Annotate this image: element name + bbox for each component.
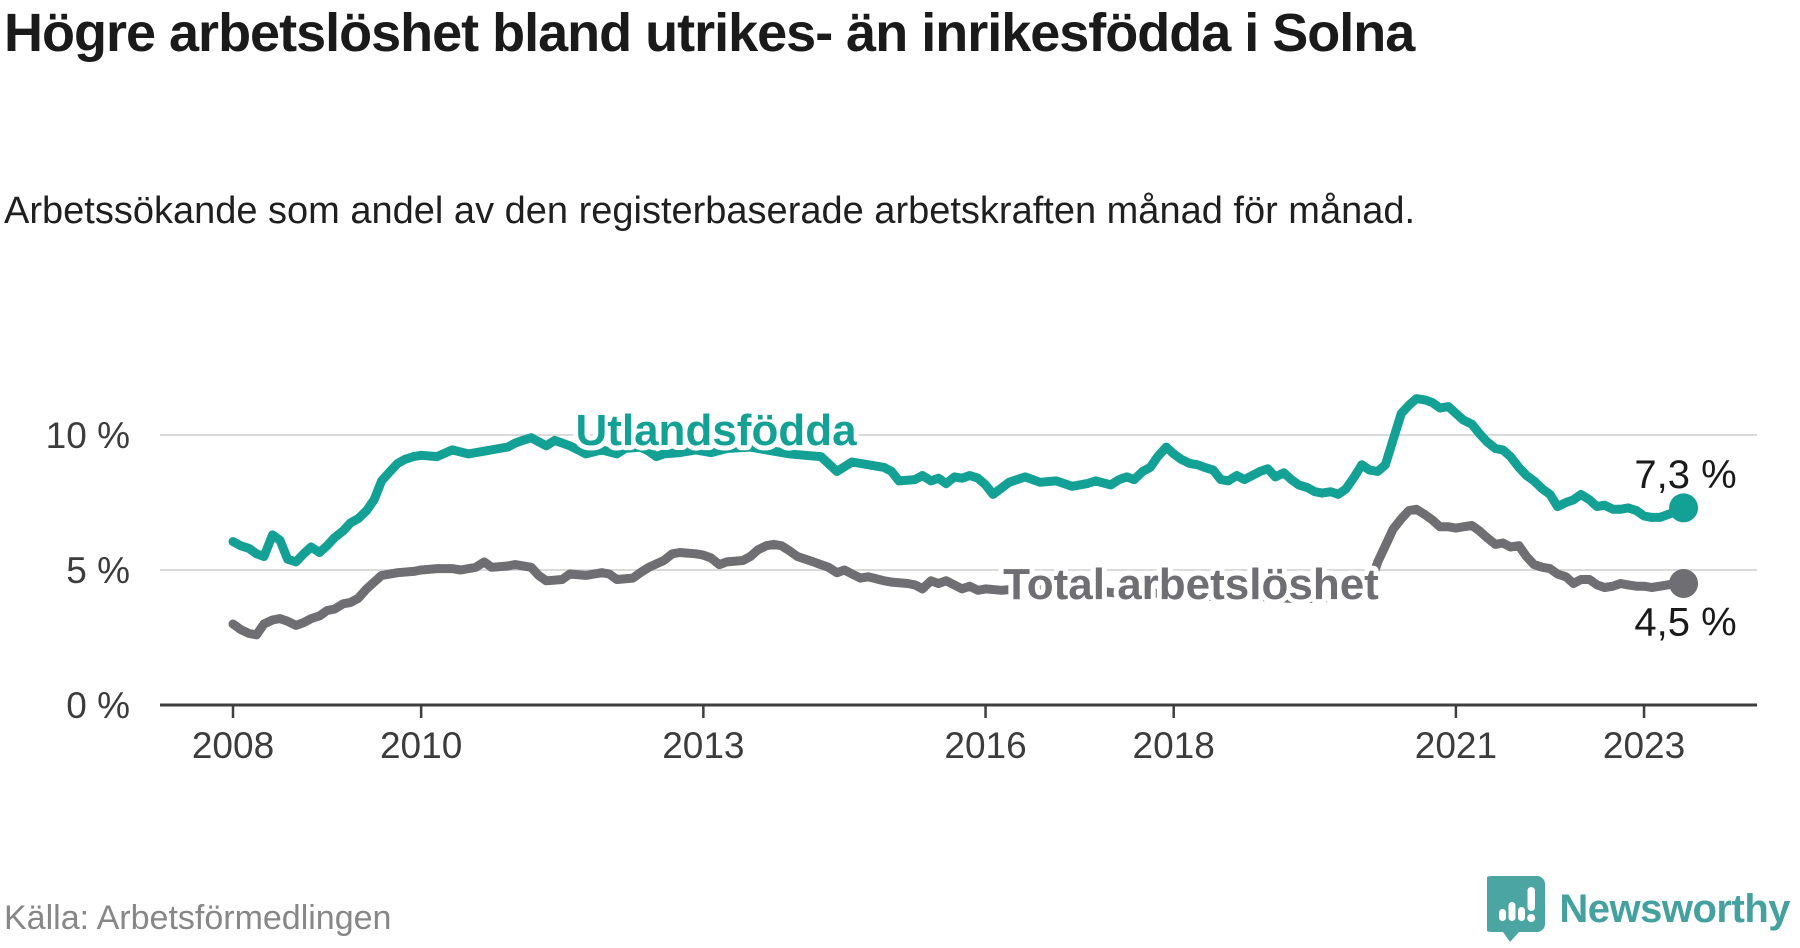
- chart-subtitle: Arbetssökande som andel av den registerb…: [4, 190, 1416, 232]
- series-line-total: [228, 504, 1689, 640]
- series-line-utlandsfodda: [228, 394, 1689, 567]
- x-tick-label: 2023: [1603, 725, 1685, 766]
- end-value-label: 4,5 %: [1634, 601, 1736, 645]
- logo-bar-1: [1499, 909, 1507, 921]
- x-tick-label: 2018: [1133, 725, 1215, 766]
- newsworthy-logo-icon: [1487, 876, 1546, 942]
- end-value-label: 7,3 %: [1634, 453, 1736, 497]
- y-tick-label: 10 %: [46, 415, 130, 456]
- x-tick-label: 2016: [944, 725, 1026, 766]
- end-dot-total: [1669, 569, 1699, 598]
- page-title: Högre arbetslöshet bland utrikes- än inr…: [4, 3, 1415, 63]
- x-tick-label: 2013: [662, 725, 744, 766]
- logo-bubble: [1487, 876, 1546, 942]
- series-label-utlandsfodda: Utlandsfödda: [575, 406, 857, 455]
- x-tick-label: 2008: [192, 725, 274, 766]
- x-tick-label: 2021: [1415, 725, 1497, 766]
- logo-exclamation-bar: [1527, 887, 1536, 911]
- x-tick-label: 2010: [380, 725, 462, 766]
- brand-name: Newsworthy: [1559, 886, 1790, 931]
- logo-bar-2: [1508, 902, 1516, 921]
- logo-exclamation-dot: [1527, 914, 1536, 922]
- logo-bar-3: [1518, 907, 1526, 921]
- y-tick-label: 5 %: [66, 550, 130, 591]
- end-dot-utlandsfodda: [1669, 493, 1699, 523]
- brand-lockup: Newsworthy: [1487, 876, 1790, 942]
- source-caption: Källa: Arbetsförmedlingen: [4, 899, 392, 937]
- y-tick-label: 0 %: [66, 685, 130, 726]
- series-label-total: Total arbetslöshet: [1003, 560, 1379, 609]
